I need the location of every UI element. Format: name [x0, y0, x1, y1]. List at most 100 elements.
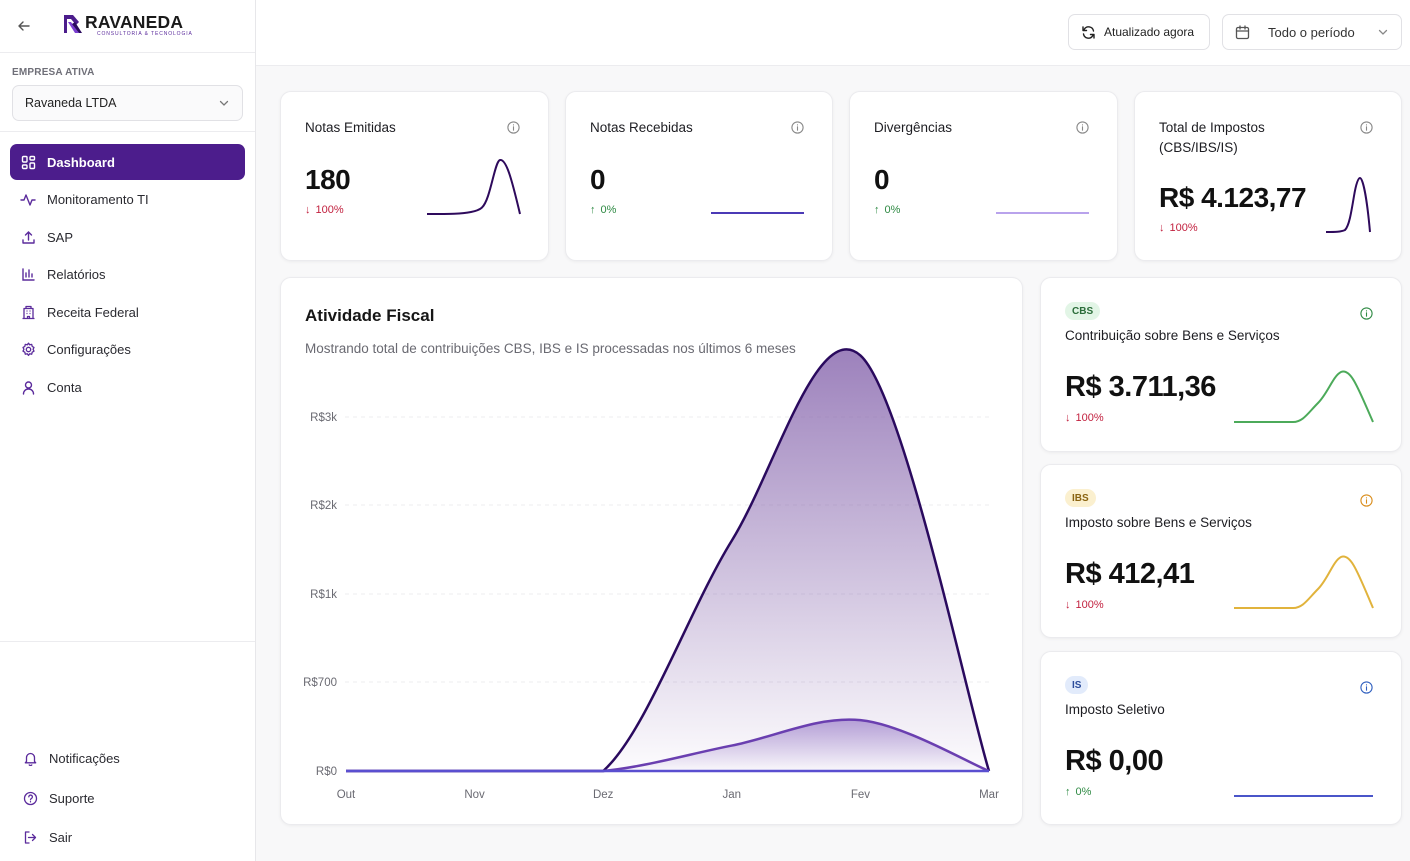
company-select[interactable]: Ravaneda LTDA [12, 85, 243, 121]
x-tick-label: Dez [593, 789, 614, 801]
tax-change: ↑ 0% [1065, 786, 1091, 798]
tax-name: Contribuição sobre Bens e Serviços [1065, 328, 1280, 343]
kpi-change: ↓ 100% [1159, 222, 1198, 234]
info-icon[interactable] [1360, 494, 1373, 507]
y-tick-label: R$3k [310, 412, 337, 424]
sidebar-item-relatorios[interactable]: Relatórios [10, 257, 245, 293]
info-icon[interactable] [791, 121, 804, 134]
kpi-change-value: 0% [884, 204, 901, 216]
tax-badge: IS [1065, 676, 1089, 694]
sidebar: RAVANEDA CONSULTORIA & TECNOLOGIA EMPRES… [0, 0, 256, 861]
sparkline [1234, 555, 1374, 609]
sidebar-item-notificacoes[interactable]: Notificações [14, 739, 244, 779]
info-icon[interactable] [1360, 121, 1373, 134]
y-tick-label: R$700 [303, 677, 337, 689]
kpi-value: 0 [590, 164, 606, 195]
kpi-title: Divergências [874, 120, 953, 135]
sidebar-item-conta[interactable]: Conta [10, 369, 245, 405]
sparkline [1325, 176, 1371, 233]
kpi-title: Total de Impostos (CBS/IBS/IS) [1159, 120, 1265, 155]
kpi-change: ↑ 0% [590, 204, 616, 216]
company-select-value: Ravaneda LTDA [25, 96, 117, 110]
tax-badge: IBS [1065, 489, 1096, 507]
sidebar-item-label: Notificações [49, 751, 120, 767]
logout-icon [22, 830, 38, 846]
sidebar-item-suporte[interactable]: Suporte [14, 779, 244, 819]
kpi-card-total-impostos: Total de Impostos (CBS/IBS/IS) R$ 4.123,… [1134, 91, 1402, 261]
x-tick-label: Fev [851, 789, 870, 801]
logo-title: RAVANEDA [85, 12, 184, 32]
gear-icon [20, 342, 36, 358]
sidebar-item-label: Monitoramento TI [47, 192, 149, 207]
chart-subtitle: Mostrando total de contribuições CBS, IB… [305, 341, 796, 356]
sparkline [1234, 795, 1373, 797]
info-icon[interactable] [1076, 121, 1089, 134]
help-circle-icon [22, 790, 38, 806]
kpi-value: R$ 4.123,77 [1159, 182, 1307, 213]
x-tick-label: Jan [723, 789, 742, 801]
chart-title: Atividade Fiscal [305, 306, 435, 325]
sidebar-item-monitoramento[interactable]: Monitoramento TI [10, 182, 245, 218]
calendar-icon [1235, 24, 1250, 39]
dashboard-icon [20, 154, 36, 170]
upload-icon [20, 229, 36, 245]
tax-value: R$ 412,41 [1065, 558, 1195, 590]
tax-card-is: IS Imposto Seletivo R$ 0,00 ↑ 0% [1040, 651, 1402, 825]
top-header: Atualizado agora Todo o período [256, 0, 1410, 66]
tax-change-value: 100% [1075, 599, 1104, 611]
info-icon[interactable] [1360, 307, 1373, 320]
sparkline [711, 212, 804, 214]
back-arrow-icon[interactable] [14, 16, 34, 36]
series-area [346, 719, 989, 771]
period-select[interactable]: Todo o período [1222, 14, 1402, 50]
tax-card-cbs: CBS Contribuição sobre Bens e Serviços R… [1040, 277, 1402, 452]
tax-change-value: 0% [1075, 786, 1092, 798]
y-tick-label: R$2k [310, 500, 337, 512]
sidebar-item-configuracoes[interactable]: Configurações [10, 332, 245, 368]
sidebar-item-receita-federal[interactable]: Receita Federal [10, 294, 245, 330]
arrow-up-icon: ↑ [1065, 786, 1071, 798]
tax-card-ibs: IBS Imposto sobre Bens e Serviços R$ 412… [1040, 464, 1402, 638]
y-tick-label: R$1k [310, 589, 337, 601]
arrow-up-icon: ↑ [874, 204, 880, 216]
sidebar-item-label: SAP [47, 229, 74, 245]
activity-chart-card: Atividade Fiscal Mostrando total de cont… [280, 277, 1023, 825]
sidebar-item-label: Sair [49, 830, 73, 846]
kpi-change-value: 100% [315, 204, 344, 216]
sidebar-header: RAVANEDA CONSULTORIA & TECNOLOGIA [0, 0, 255, 53]
info-icon[interactable] [507, 121, 520, 134]
info-icon[interactable] [1360, 681, 1373, 694]
chevron-down-icon [219, 100, 229, 106]
tax-change: ↓ 100% [1065, 599, 1104, 611]
kpi-value: 180 [305, 164, 351, 195]
activity-chart: R$0 R$700 R$1k R$2k R$3k Out Nov Dez Jan Fev Mar [303, 348, 999, 801]
arrow-down-icon: ↓ [1065, 412, 1071, 424]
logo[interactable]: RAVANEDA CONSULTORIA & TECNOLOGIA [63, 12, 193, 37]
x-tick-label: Nov [464, 789, 485, 801]
tax-change: ↓ 100% [1065, 412, 1104, 424]
arrow-down-icon: ↓ [1159, 222, 1165, 234]
sparkline [426, 159, 521, 215]
refresh-label: Atualizado agora [1104, 25, 1195, 39]
tax-badge: CBS [1065, 302, 1101, 320]
x-tick-label: Out [337, 789, 356, 801]
period-select-value: Todo o período [1268, 24, 1355, 40]
sidebar-item-sap[interactable]: SAP [10, 219, 245, 255]
logo-tagline: CONSULTORIA & TECNOLOGIA [97, 31, 193, 37]
kpi-card-divergencias: Divergências 0 ↑ 0% [849, 91, 1118, 261]
sidebar-nav: Dashboard Monitoramento TI SAP Relatório… [10, 144, 245, 407]
sidebar-item-dashboard[interactable]: Dashboard [10, 144, 245, 180]
sidebar-item-label: Conta [47, 379, 82, 395]
kpi-title: Notas Emitidas [305, 120, 396, 135]
kpi-change-value: 100% [1169, 222, 1198, 234]
sparkline [996, 212, 1089, 214]
refresh-button[interactable]: Atualizado agora [1068, 14, 1210, 50]
kpi-card-notas-recebidas: Notas Recebidas 0 ↑ 0% [565, 91, 833, 261]
activity-icon [20, 192, 36, 208]
sidebar-item-sair[interactable]: Sair [14, 818, 244, 858]
arrow-down-icon: ↓ [1065, 599, 1071, 611]
chevron-down-icon [1378, 29, 1388, 35]
series-area [346, 349, 989, 771]
logo-mark-icon [64, 15, 82, 33]
bar-chart-icon [20, 267, 36, 283]
